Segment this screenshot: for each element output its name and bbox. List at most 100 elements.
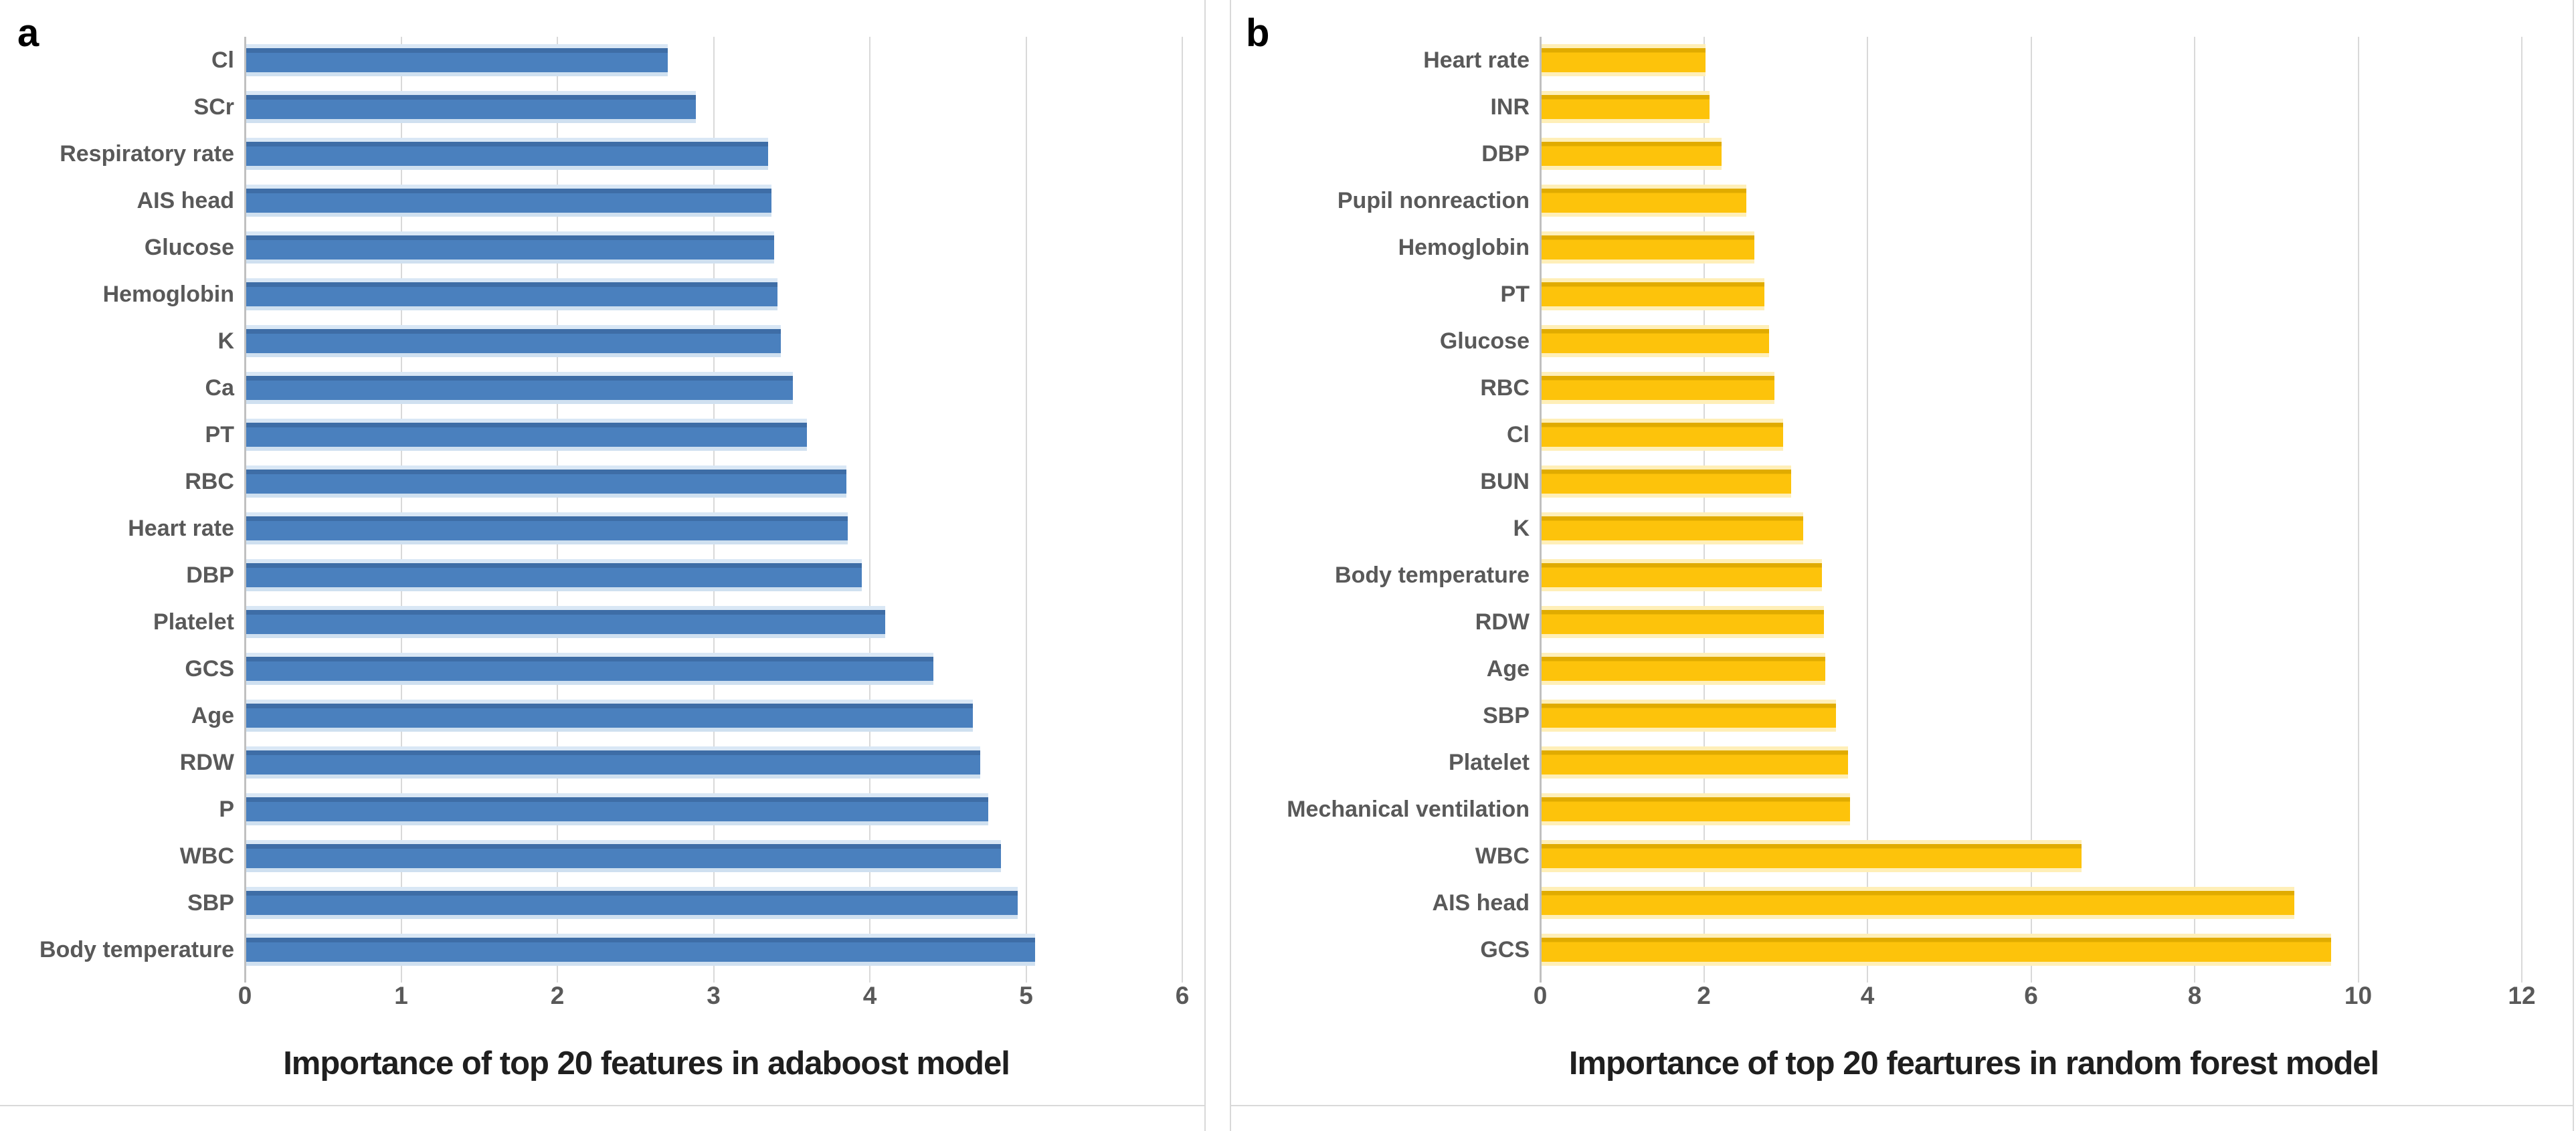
category-label: Platelet — [1449, 749, 1530, 775]
importance-bar — [246, 185, 771, 217]
x-tick-label: 0 — [1533, 982, 1548, 1009]
category-label: WBC — [1475, 843, 1530, 869]
panel-a-right-border — [1204, 0, 1206, 1131]
importance-bar — [246, 793, 989, 825]
importance-bar — [246, 653, 934, 685]
importance-bar — [246, 606, 885, 638]
importance-bar — [1542, 559, 1823, 591]
x-gridline — [2357, 37, 2359, 983]
category-label: Glucose — [1439, 328, 1530, 354]
importance-bar — [1542, 934, 2331, 966]
panel-a-title: Importance of top 20 features in adaboos… — [283, 1045, 1010, 1082]
x-tick-label: 4 — [1860, 982, 1875, 1009]
importance-bar — [246, 372, 794, 404]
category-label: Hemoglobin — [1398, 234, 1530, 260]
importance-bar — [1542, 700, 1837, 732]
importance-bar — [246, 840, 1001, 872]
importance-bar — [1542, 138, 1722, 170]
importance-bar — [1542, 606, 1824, 638]
importance-bar — [246, 138, 768, 170]
importance-bar — [246, 559, 862, 591]
importance-bar — [1542, 278, 1764, 310]
importance-bar — [1542, 231, 1754, 264]
x-gridline — [1182, 37, 1183, 983]
panel-b-left-border — [1230, 0, 1231, 1131]
category-label: DBP — [1481, 140, 1530, 167]
category-label: Pupil nonreaction — [1337, 187, 1530, 213]
x-gridline — [2194, 37, 2195, 983]
panel-a-letter: a — [17, 11, 39, 55]
importance-bar — [1542, 419, 1783, 451]
x-gridline — [1867, 37, 1868, 983]
x-gridline — [557, 37, 558, 983]
category-label: Ca — [205, 375, 234, 401]
x-tick-label: 12 — [2508, 982, 2536, 1009]
category-label: SBP — [187, 890, 234, 916]
importance-bar — [1542, 793, 1850, 825]
x-tick-label: 10 — [2344, 982, 2373, 1009]
importance-bar — [1542, 91, 1710, 123]
panel-b-bottom-border — [1231, 1105, 2573, 1106]
category-label: WBC — [179, 843, 234, 869]
x-tick-label: 3 — [707, 982, 721, 1009]
importance-bar — [246, 325, 781, 357]
category-label: Heart rate — [128, 515, 234, 541]
category-label: SCr — [193, 94, 234, 120]
panel-b-right-border — [2573, 0, 2574, 1131]
x-gridline — [400, 37, 402, 983]
category-label: K — [217, 328, 234, 354]
panel-b-letter: b — [1246, 11, 1270, 55]
x-tick-label: 4 — [862, 982, 877, 1009]
panel-b-title: Importance of top 20 feartures in random… — [1568, 1045, 2379, 1082]
x-gridline — [713, 37, 715, 983]
category-label: Cl — [1507, 421, 1530, 447]
category-label: Cl — [211, 47, 234, 73]
importance-bar — [246, 512, 848, 544]
x-tick-label: 0 — [238, 982, 252, 1009]
category-label: Mechanical ventilation — [1287, 796, 1530, 822]
x-gridline — [869, 37, 870, 983]
x-tick-label: 1 — [394, 982, 408, 1009]
x-gridline — [1025, 37, 1027, 983]
category-label: RBC — [185, 468, 234, 494]
importance-bar — [1542, 840, 2082, 872]
importance-bar — [1542, 44, 1706, 76]
importance-bar — [246, 700, 973, 732]
category-label: RDW — [1475, 609, 1530, 635]
importance-bar — [246, 44, 668, 76]
x-gridline — [2030, 37, 2032, 983]
category-label: Hemoglobin — [102, 281, 234, 307]
category-axis-line — [1540, 37, 1542, 983]
importance-bar — [1542, 887, 2294, 919]
x-tick-label: 2 — [1697, 982, 1711, 1009]
category-label: INR — [1490, 94, 1530, 120]
importance-bar — [1542, 653, 1826, 685]
importance-bar — [246, 466, 846, 498]
category-axis-line — [244, 37, 246, 983]
category-label: Age — [191, 702, 234, 728]
category-label: Body temperature — [39, 936, 234, 962]
importance-bar — [1542, 746, 1849, 779]
importance-bar — [246, 887, 1018, 919]
x-gridline — [2521, 37, 2522, 983]
category-label: SBP — [1483, 702, 1530, 728]
category-label: Age — [1486, 655, 1530, 682]
panel-a-bottom-border — [0, 1105, 1204, 1106]
category-label: Body temperature — [1335, 562, 1530, 588]
x-gridline — [1703, 37, 1705, 983]
importance-bar — [246, 231, 775, 264]
category-label: BUN — [1480, 468, 1530, 494]
category-label: Heart rate — [1423, 47, 1530, 73]
category-label: DBP — [186, 562, 234, 588]
x-tick-label: 8 — [2187, 982, 2202, 1009]
importance-bar — [1542, 185, 1746, 217]
category-label: K — [1513, 515, 1530, 541]
category-label: Respiratory rate — [60, 140, 234, 167]
category-label: RBC — [1480, 375, 1530, 401]
x-tick-label: 6 — [2024, 982, 2038, 1009]
category-label: PT — [205, 421, 234, 447]
x-tick-label: 5 — [1019, 982, 1033, 1009]
